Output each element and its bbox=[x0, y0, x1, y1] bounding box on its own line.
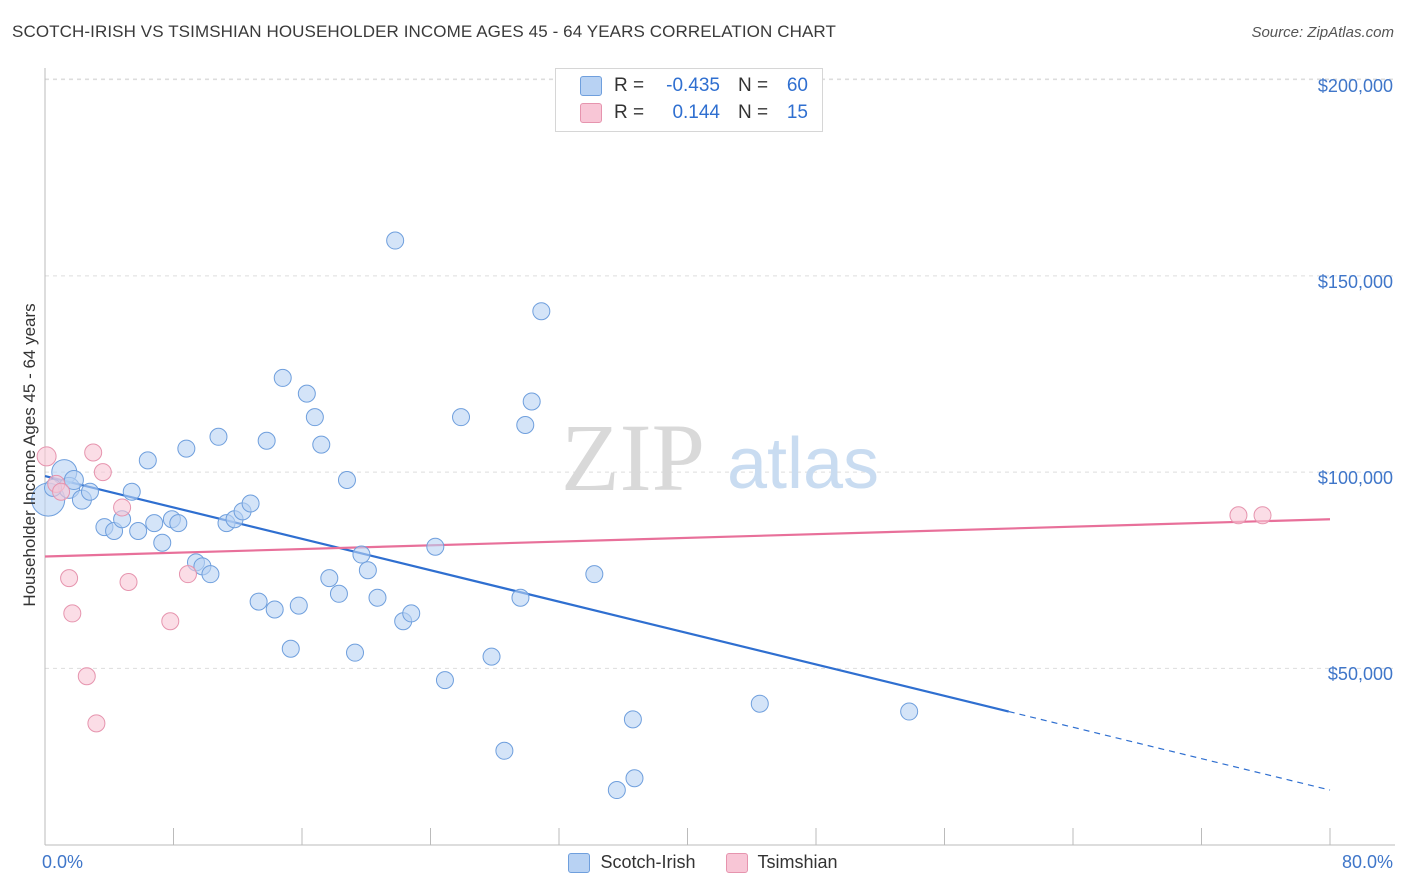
series-swatch-scotch-irish bbox=[568, 852, 591, 873]
y-axis-label: Householder Income Ages 45 - 64 years bbox=[20, 303, 39, 607]
source-label: Source: ZipAtlas.com bbox=[1251, 24, 1394, 41]
series-legend-label: Tsimshian bbox=[757, 852, 838, 872]
data-points bbox=[31, 231, 1272, 800]
point-scotch-irish bbox=[305, 408, 324, 427]
point-tsimshian bbox=[93, 463, 112, 482]
point-scotch-irish bbox=[329, 584, 348, 603]
point-scotch-irish bbox=[201, 565, 220, 584]
point-scotch-irish bbox=[177, 439, 196, 458]
legend-row-tsimshian: R = 0.144 N = 15 bbox=[580, 100, 808, 126]
y-tick-label: $200,000 bbox=[1317, 75, 1393, 96]
point-tsimshian bbox=[1229, 506, 1248, 525]
legend-n-label: N = bbox=[738, 75, 769, 96]
legend-n-label: N = bbox=[738, 102, 769, 123]
point-scotch-irish bbox=[516, 416, 535, 435]
point-scotch-irish bbox=[297, 384, 316, 403]
point-scotch-irish bbox=[138, 451, 157, 470]
point-tsimshian bbox=[84, 443, 103, 462]
point-scotch-irish bbox=[153, 533, 172, 552]
point-scotch-irish bbox=[532, 302, 551, 321]
point-scotch-irish bbox=[402, 604, 421, 623]
point-scotch-irish bbox=[281, 639, 300, 658]
trend-line-scotch-irish-extrapolated bbox=[1008, 710, 1331, 791]
point-scotch-irish bbox=[257, 431, 276, 450]
legend-n-value: 15 bbox=[786, 102, 808, 123]
legend-r-value: -0.435 bbox=[666, 75, 720, 96]
point-tsimshian bbox=[119, 573, 138, 592]
point-scotch-irish bbox=[289, 596, 308, 615]
y-tick-label: $50,000 bbox=[1327, 664, 1393, 685]
stats-legend: R = -0.435 N = 60 R = 0.144 N = 15 bbox=[555, 68, 823, 132]
point-tsimshian bbox=[113, 498, 132, 517]
point-scotch-irish bbox=[63, 469, 84, 490]
point-scotch-irish bbox=[607, 781, 626, 800]
point-scotch-irish bbox=[495, 741, 514, 760]
y-tick-label: $100,000 bbox=[1317, 468, 1393, 489]
point-scotch-irish bbox=[337, 470, 356, 489]
point-scotch-irish bbox=[346, 643, 365, 662]
legend-swatch-scotch-irish bbox=[580, 76, 602, 96]
point-scotch-irish bbox=[368, 588, 387, 607]
point-scotch-irish bbox=[312, 435, 331, 454]
legend-n-value: 60 bbox=[786, 75, 808, 96]
point-scotch-irish bbox=[145, 514, 164, 533]
grid-lines bbox=[45, 78, 1395, 669]
point-scotch-irish bbox=[169, 514, 188, 533]
point-scotch-irish bbox=[623, 710, 642, 729]
point-scotch-irish bbox=[265, 600, 284, 619]
point-tsimshian bbox=[178, 565, 197, 584]
series-legend-scotch-irish[interactable]: Scotch-Irish bbox=[568, 852, 696, 873]
x-tick-label-max: 80.0% bbox=[1341, 852, 1393, 872]
point-scotch-irish bbox=[482, 647, 501, 666]
point-tsimshian bbox=[77, 667, 96, 686]
point-scotch-irish bbox=[320, 569, 339, 588]
point-scotch-irish bbox=[426, 537, 445, 556]
watermark-zip: ZIP bbox=[561, 404, 705, 511]
legend-r-value: 0.144 bbox=[672, 102, 720, 123]
legend-r-label: R = bbox=[614, 75, 645, 96]
point-tsimshian bbox=[63, 604, 82, 623]
point-tsimshian bbox=[1253, 506, 1272, 525]
point-scotch-irish bbox=[522, 392, 541, 411]
point-tsimshian bbox=[52, 482, 71, 501]
series-legend: Scotch-Irish Tsimshian bbox=[0, 852, 1406, 873]
series-swatch-tsimshian bbox=[725, 852, 748, 873]
point-tsimshian bbox=[36, 446, 57, 467]
point-scotch-irish bbox=[352, 545, 371, 564]
axes bbox=[44, 68, 1395, 846]
point-scotch-irish bbox=[209, 427, 228, 446]
legend-swatch-tsimshian bbox=[580, 103, 602, 123]
legend-row-scotch-irish: R = -0.435 N = 60 bbox=[580, 73, 808, 99]
y-tick-label: $150,000 bbox=[1317, 271, 1393, 292]
point-tsimshian bbox=[60, 569, 79, 588]
trend-line-tsimshian bbox=[44, 518, 1331, 558]
point-scotch-irish bbox=[511, 588, 530, 607]
point-scotch-irish bbox=[273, 368, 292, 387]
x-tick-label-min: 0.0% bbox=[42, 852, 84, 872]
point-scotch-irish bbox=[435, 671, 454, 690]
chart-title: SCOTCH-IRISH VS TSIMSHIAN HOUSEHOLDER IN… bbox=[12, 22, 836, 41]
point-tsimshian bbox=[87, 714, 106, 733]
point-scotch-irish bbox=[122, 482, 141, 501]
point-scotch-irish bbox=[386, 231, 405, 250]
point-scotch-irish bbox=[129, 522, 148, 540]
legend-r-label: R = bbox=[614, 102, 645, 123]
point-tsimshian bbox=[161, 612, 180, 631]
point-scotch-irish bbox=[900, 702, 919, 721]
watermark-atlas: atlas bbox=[727, 424, 879, 504]
point-scotch-irish bbox=[358, 561, 377, 580]
point-scotch-irish bbox=[241, 494, 260, 513]
point-scotch-irish bbox=[249, 592, 268, 611]
point-scotch-irish bbox=[625, 769, 644, 788]
point-scotch-irish bbox=[585, 565, 604, 584]
point-scotch-irish bbox=[750, 694, 769, 713]
series-legend-label: Scotch-Irish bbox=[600, 852, 696, 872]
point-scotch-irish bbox=[80, 482, 99, 501]
watermark: ZIP atlas bbox=[561, 404, 879, 511]
point-scotch-irish bbox=[452, 408, 471, 427]
series-legend-tsimshian[interactable]: Tsimshian bbox=[725, 852, 838, 873]
